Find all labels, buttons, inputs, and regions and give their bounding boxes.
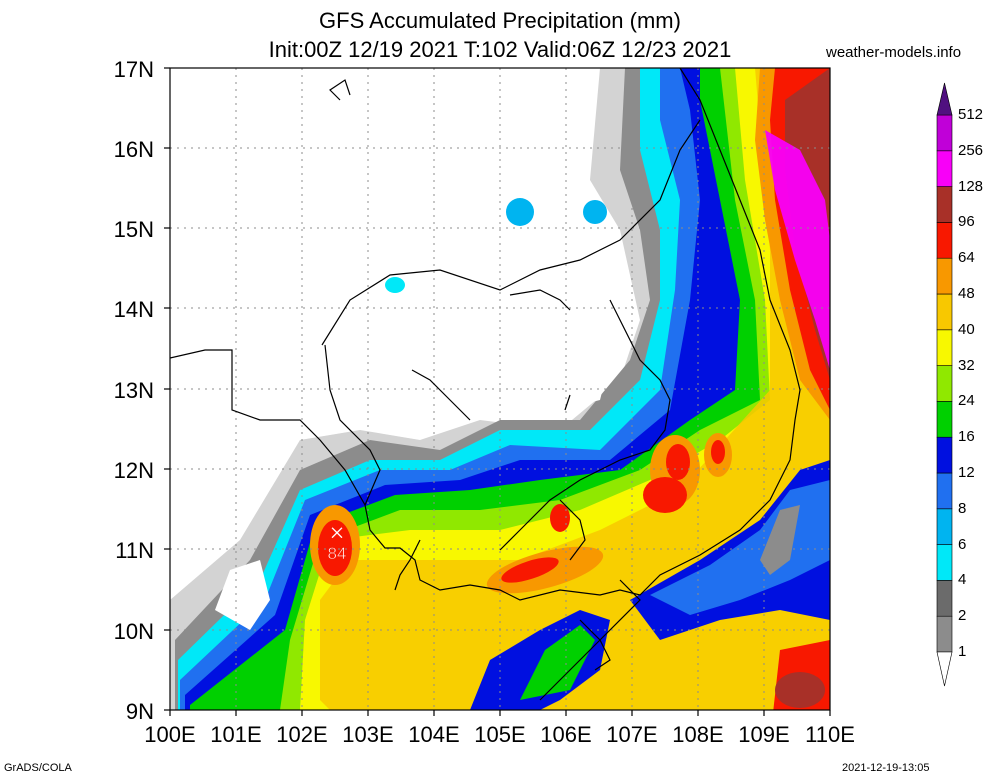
ticks (164, 67, 831, 716)
lat-label: 13N (113, 378, 154, 403)
colorbar-bin (936, 293, 953, 331)
colorbar-bin (936, 472, 953, 510)
colorbar-bin (936, 365, 953, 402)
colorbar-tick-label: 32 (958, 356, 975, 374)
coastlines (170, 68, 801, 701)
colorbar-max-triangle (936, 82, 953, 116)
colorbar-bin (936, 508, 953, 545)
colorbar-bin (936, 329, 953, 366)
colorbar-min-triangle (936, 651, 953, 687)
lat-label: 11N (115, 538, 154, 563)
colorbar-bin (936, 186, 953, 223)
svg-text:84: 84 (328, 544, 347, 563)
footer-timestamp: 2021-12-19-13:05 (842, 762, 930, 774)
colorbar-tick-label: 2 (958, 607, 967, 625)
lon-label: 108E (672, 722, 724, 747)
colorbar-tick-label: 8 (958, 499, 967, 517)
colorbar-bin (936, 401, 953, 438)
colorbar-tick-label: 24 (958, 392, 975, 410)
lon-label: 104E (408, 722, 460, 747)
colorbar-bin (936, 615, 953, 653)
colorbar-tick-label: 256 (958, 141, 984, 159)
lon-label: 110E (805, 722, 855, 747)
colorbar-bin (936, 544, 953, 581)
lat-label: 12N (113, 458, 154, 483)
colorbar (936, 82, 953, 687)
colorbar-bin (936, 257, 953, 295)
colorbar-tick-label: 64 (958, 249, 975, 267)
footer-credit: GrADS/COLA (4, 762, 72, 774)
lon-label: 102E (276, 722, 328, 747)
lon-label: 107E (606, 722, 658, 747)
lon-label: 109E (738, 722, 790, 747)
colorbar-bin (936, 436, 953, 474)
lat-label: 9N (125, 699, 154, 724)
colorbar-bin (936, 150, 953, 187)
lat-label: 10N (113, 619, 154, 644)
lon-label: 101E (210, 722, 262, 747)
lat-label: 15N (113, 217, 154, 242)
colorbar-tick-label: 1 (958, 643, 967, 660)
colorbar-tick-label: 512 (958, 106, 984, 123)
lon-label: 100E (144, 722, 196, 747)
colorbar-bin (936, 222, 953, 259)
map-subtitle: Init:00Z 12/19 2021 T:102 Valid:06Z 12/2… (268, 37, 732, 62)
svg-text:✕: ✕ (329, 523, 346, 545)
colorbar-tick-label: 96 (958, 213, 975, 231)
max-precip-marker: ✕ 84 (327, 523, 347, 564)
colorbar-tick-label: 128 (958, 177, 984, 195)
colorbar-bin (936, 114, 953, 152)
lon-label: 106E (540, 722, 592, 747)
lat-label: 14N (113, 297, 154, 322)
colorbar-tick-label: 4 (958, 571, 967, 589)
lat-label: 17N (113, 57, 154, 82)
lat-label: 16N (113, 137, 154, 162)
graticule (170, 68, 830, 710)
colorbar-tick-label: 12 (958, 464, 975, 481)
colorbar-tick-label: 40 (958, 320, 975, 338)
colorbar-tick-label: 16 (958, 428, 975, 446)
lon-label: 105E (474, 722, 526, 747)
colorbar-tick-label: 6 (958, 535, 967, 553)
map-title: GFS Accumulated Precipitation (mm) (319, 8, 681, 33)
source-site: weather-models.info (826, 44, 962, 61)
colorbar-bin (936, 580, 953, 617)
colorbar-tick-label: 48 (958, 285, 975, 302)
lon-label: 103E (342, 722, 394, 747)
